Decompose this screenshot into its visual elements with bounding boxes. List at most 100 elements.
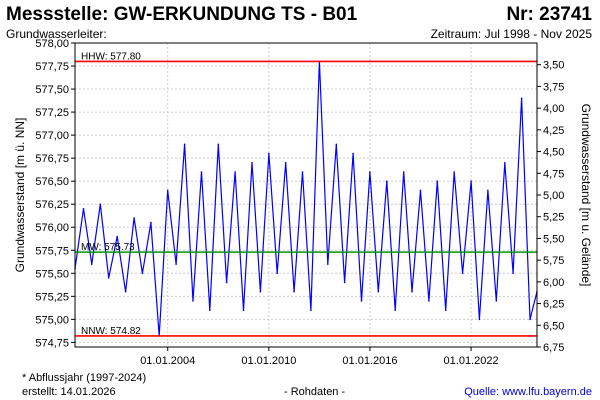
data-point (150, 221, 152, 224)
data-point (428, 300, 430, 302)
data-point (529, 318, 531, 321)
data-point (141, 272, 144, 275)
series-layer (74, 60, 538, 337)
y-tick-label: 577,50 (35, 84, 69, 96)
y-right-tick-label: 4,00 (543, 103, 564, 115)
y-tick-label: 576,00 (35, 222, 69, 234)
y-tick-label: 575,50 (35, 268, 69, 280)
data-point (242, 309, 245, 312)
x-tick-label: 01.01.2004 (140, 355, 195, 367)
data-point (166, 189, 169, 192)
y-tick-label: 575,00 (35, 314, 69, 326)
data-point (251, 162, 253, 164)
data-point (192, 300, 194, 302)
station-title: Messstelle: GW-ERKUNDUNG TS - B01 (6, 4, 358, 25)
data-point (478, 318, 481, 321)
data-point (301, 171, 304, 173)
data-point (175, 263, 177, 265)
data-point (487, 189, 489, 192)
y-tick-label: 575,75 (35, 245, 69, 257)
y-right-tick-label: 3,75 (543, 81, 564, 93)
data-point (209, 309, 211, 312)
data-point (124, 290, 127, 293)
data-point (504, 162, 506, 164)
created-date: erstellt: 14.01.2026 (22, 386, 116, 398)
y-axis-label-right: Grundwasserstand [m u. Gelände] (579, 104, 593, 287)
data-point (284, 162, 287, 164)
station-number: Nr: 23741 (506, 4, 592, 25)
y-right-tick-label: 5,25 (543, 212, 564, 224)
data-point (470, 180, 472, 182)
y-tick-label: 574,75 (35, 337, 69, 349)
data-point (259, 290, 262, 293)
y-right-tick-label: 4,75 (543, 168, 564, 180)
data-point (234, 171, 236, 173)
source-link[interactable]: Quelle: www.lfu.bayern.de (464, 386, 592, 398)
reference-lines: HHW: 577.80 MW: 575.73 NNW: 574.82 (75, 51, 537, 337)
data-point (461, 272, 464, 275)
data-point (116, 235, 118, 238)
data-point (217, 143, 220, 146)
data-point (310, 309, 312, 312)
data-point (386, 180, 388, 182)
y-right-tick-label: 6,75 (543, 342, 564, 354)
y-tick-label: 575,25 (35, 291, 69, 303)
y-right-tick-label: 5,00 (543, 190, 564, 202)
y-right-tick-label: 6,25 (543, 299, 564, 311)
reference-line-label: HHW: 577.80 (81, 51, 141, 62)
data-point (268, 152, 270, 155)
grid (75, 42, 537, 347)
data-point (91, 263, 93, 265)
reference-line-label: NNW: 574.82 (81, 326, 141, 337)
y-axis-label-left: Grundwasserstand [m ü. NN] (13, 118, 27, 273)
y-tick-label: 576,25 (35, 199, 69, 211)
y-right-tick-label: 4,50 (543, 147, 564, 159)
y-right-tick-label: 5,75 (543, 255, 564, 267)
data-point (394, 309, 397, 312)
data-point (377, 290, 380, 293)
data-point (293, 290, 295, 293)
rawdata-note: - Rohdaten - (284, 386, 346, 398)
data-point (82, 208, 85, 210)
y-right-tick-label: 3,50 (543, 60, 564, 72)
y-right-tick-label: 5,50 (543, 233, 564, 245)
data-point (360, 300, 363, 302)
data-point (343, 281, 346, 284)
data-point (335, 143, 338, 146)
data-point (99, 203, 102, 205)
y-tick-label: 576,75 (35, 153, 69, 165)
y-right-tick-label: 6,50 (543, 320, 564, 332)
data-point (444, 309, 447, 312)
reference-line-label: MW: 575.73 (81, 242, 135, 253)
data-point (133, 217, 135, 219)
data-point (512, 272, 514, 275)
data-point (419, 189, 422, 192)
data-point (495, 300, 498, 302)
data-point (327, 263, 329, 265)
data-point (225, 281, 228, 284)
data-point (200, 171, 203, 173)
series-line (74, 60, 538, 337)
y-tick-label: 578,00 (35, 38, 69, 50)
y-tick-label: 577,25 (35, 107, 69, 119)
y-tick-label: 577,75 (35, 61, 69, 73)
period-label: Zeitraum: Jul 1998 - Nov 2025 (430, 27, 592, 41)
x-tick-label: 01.01.2010 (241, 355, 296, 367)
y-right-tick-label: 6,00 (543, 277, 564, 289)
tick-layer: 578,00 577,75 577,50 577,25 577,00 576,75 576,… (35, 38, 564, 367)
y-tick-label: 576,50 (35, 176, 69, 188)
x-tick-label: 01.01.2016 (342, 355, 397, 367)
data-point (453, 171, 456, 173)
data-point (411, 290, 413, 293)
data-point (520, 97, 523, 100)
data-point (276, 272, 279, 275)
data-point (369, 171, 371, 173)
data-point (107, 277, 110, 279)
data-point (183, 143, 186, 146)
footnote: * Abflussjahr (1997-2024) (22, 372, 147, 384)
x-tick-label: 01.01.2022 (444, 355, 499, 367)
y-tick-label: 577,00 (35, 130, 69, 142)
data-point (352, 152, 354, 155)
data-point (436, 180, 439, 182)
